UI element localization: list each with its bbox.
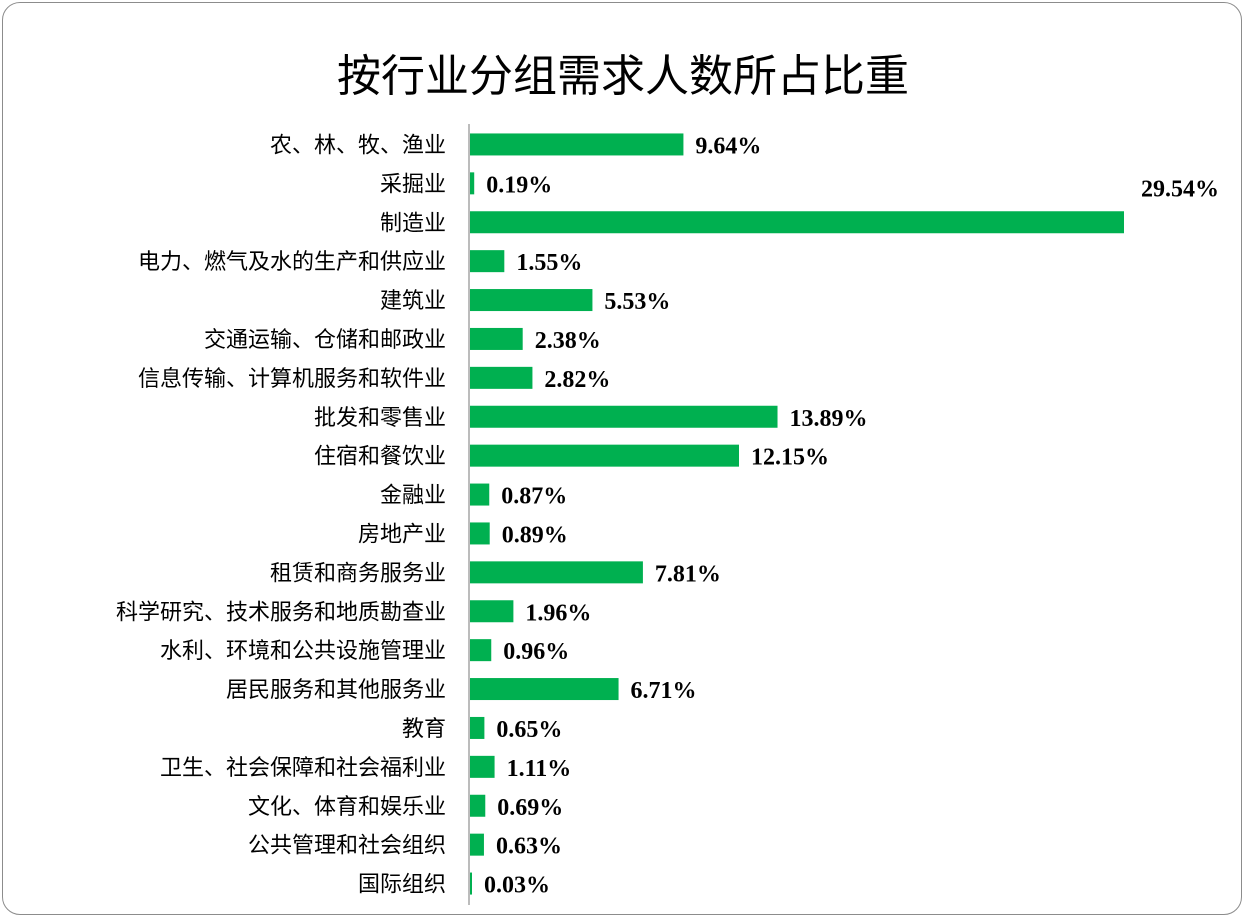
category-label: 电力、燃气及水的生产和供应业 bbox=[138, 250, 446, 275]
category-label: 国际组织 bbox=[358, 873, 446, 898]
category-label: 批发和零售业 bbox=[314, 406, 446, 431]
category-label: 农、林、牧、渔业 bbox=[270, 133, 446, 158]
data-label: 0.69% bbox=[497, 795, 563, 821]
category-label: 房地产业 bbox=[358, 522, 446, 547]
data-label: 12.15% bbox=[751, 445, 829, 471]
category-label: 文化、体育和娱乐业 bbox=[248, 795, 446, 820]
data-label: 2.38% bbox=[535, 328, 601, 354]
bar bbox=[470, 678, 619, 701]
data-label: 6.71% bbox=[631, 678, 697, 704]
category-label: 教育 bbox=[402, 717, 446, 742]
data-label: 1.55% bbox=[516, 250, 582, 276]
category-label: 卫生、社会保障和社会福利业 bbox=[160, 756, 446, 781]
category-label: 科学研究、技术服务和地质勘查业 bbox=[116, 600, 446, 625]
bar bbox=[470, 250, 505, 273]
category-label: 建筑业 bbox=[380, 289, 446, 314]
bar bbox=[470, 366, 533, 389]
category-label: 制造业 bbox=[380, 211, 446, 236]
bar bbox=[470, 483, 490, 506]
bar bbox=[470, 561, 643, 584]
bar bbox=[470, 716, 485, 739]
bar bbox=[470, 872, 472, 895]
bar bbox=[470, 444, 739, 467]
data-label: 0.89% bbox=[502, 522, 568, 548]
bar bbox=[470, 289, 593, 312]
data-label: 5.53% bbox=[604, 289, 670, 315]
chart-title: 按行业分组需求人数所占比重 bbox=[337, 51, 909, 102]
bar bbox=[470, 639, 492, 662]
data-label: 13.89% bbox=[790, 406, 868, 432]
bar bbox=[470, 172, 475, 195]
data-label: 2.82% bbox=[544, 367, 610, 393]
category-label: 住宿和餐饮业 bbox=[314, 445, 446, 470]
data-label: 0.03% bbox=[484, 873, 550, 899]
bar bbox=[470, 794, 486, 817]
data-label: 0.87% bbox=[501, 484, 567, 510]
category-label: 公共管理和社会组织 bbox=[248, 834, 446, 859]
data-label: 0.65% bbox=[496, 717, 562, 743]
data-label: 1.11% bbox=[507, 756, 572, 782]
category-label: 居民服务和其他服务业 bbox=[226, 678, 446, 703]
category-label: 租赁和商务服务业 bbox=[270, 561, 446, 586]
category-label: 交通运输、仓储和邮政业 bbox=[204, 328, 446, 353]
data-label: 1.96% bbox=[525, 600, 591, 626]
category-label: 金融业 bbox=[380, 484, 446, 509]
bar bbox=[470, 833, 484, 856]
bar bbox=[470, 600, 514, 623]
category-label: 信息传输、计算机服务和软件业 bbox=[138, 367, 446, 392]
bar bbox=[470, 327, 523, 350]
data-label: 29.54% bbox=[1141, 176, 1219, 202]
category-label: 采掘业 bbox=[380, 172, 446, 197]
bar bbox=[470, 405, 778, 428]
data-label: 0.19% bbox=[486, 172, 552, 198]
data-label: 7.81% bbox=[655, 561, 721, 587]
bar bbox=[470, 755, 495, 778]
data-label: 0.63% bbox=[496, 834, 562, 860]
bar bbox=[470, 522, 490, 545]
category-label: 水利、环境和公共设施管理业 bbox=[160, 639, 446, 664]
data-label: 0.96% bbox=[503, 639, 569, 665]
bar bbox=[470, 211, 1124, 234]
data-label: 9.64% bbox=[695, 133, 761, 159]
bar bbox=[470, 133, 684, 156]
